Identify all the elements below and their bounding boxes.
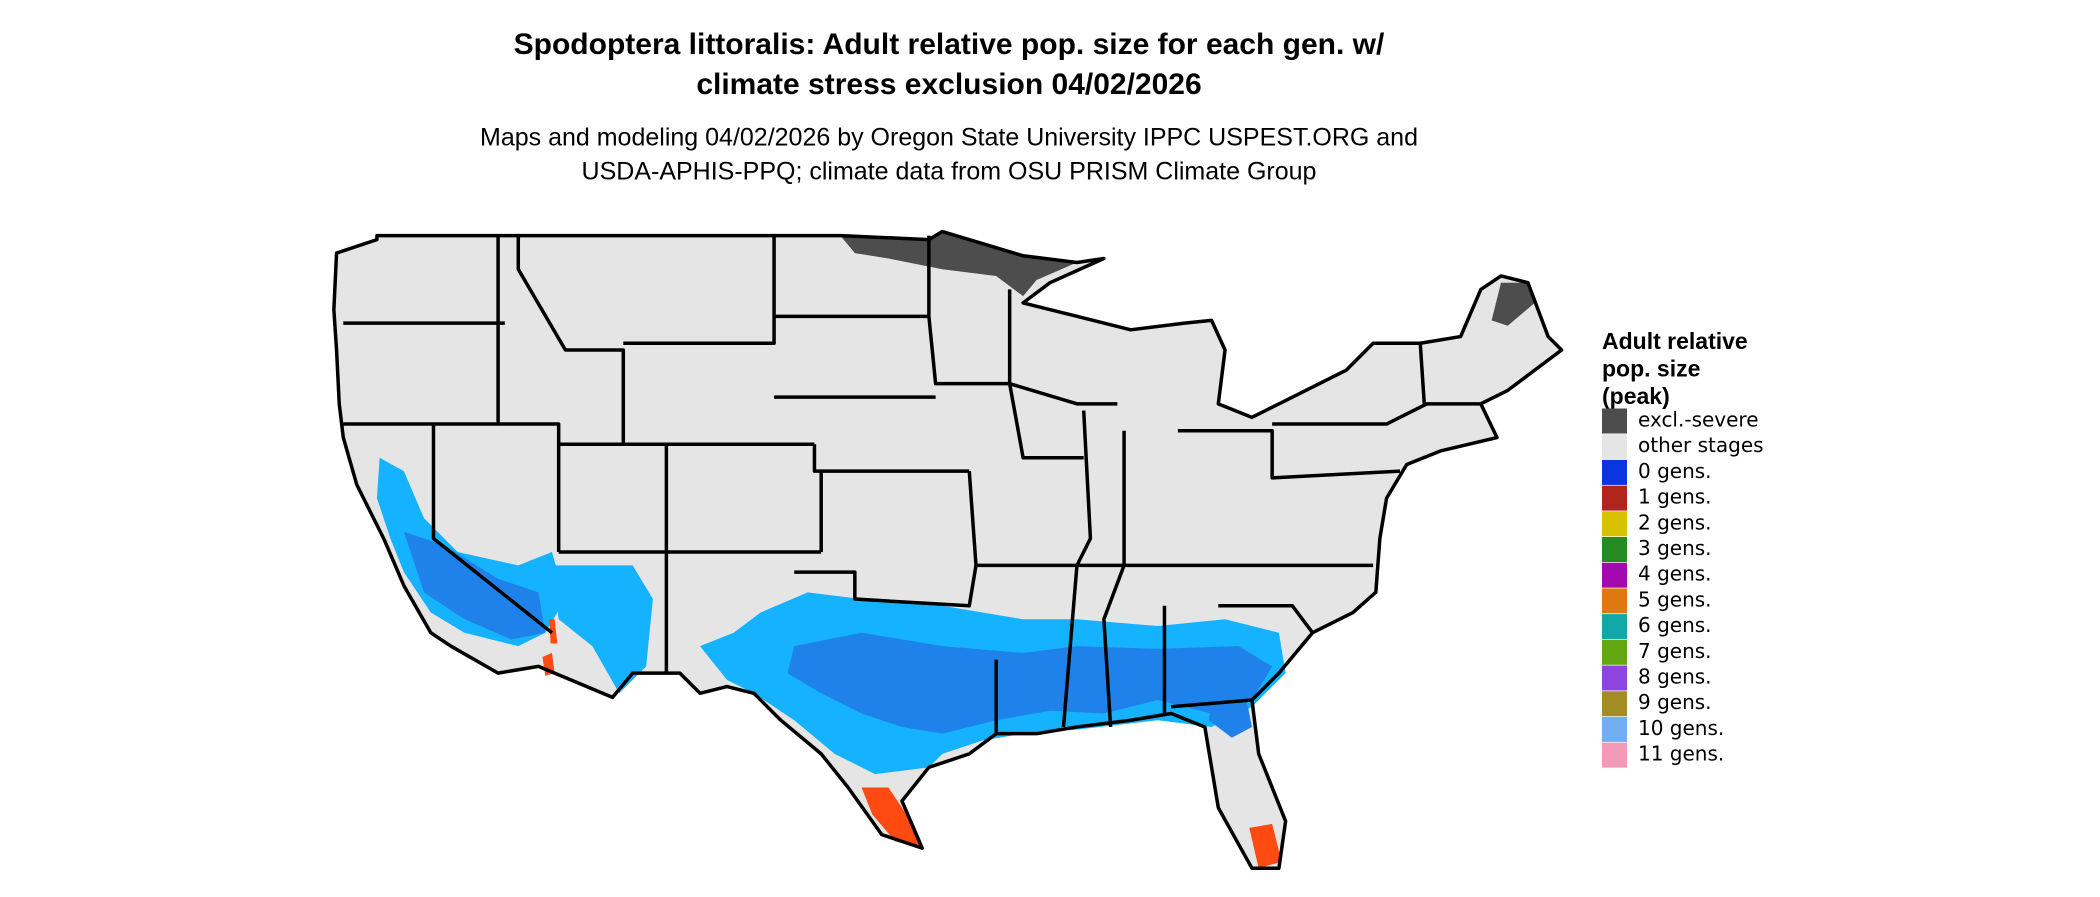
legend-label: 0 gens. (1638, 459, 1712, 483)
state-border (1272, 402, 1428, 426)
legend-label: 7 gens. (1638, 639, 1712, 663)
legend-swatch (1602, 562, 1627, 588)
legend-swatch (1602, 511, 1627, 537)
state-border (1418, 343, 1481, 406)
excluded-area (1491, 282, 1535, 326)
legend-swatch (1602, 485, 1627, 511)
state-border (431, 424, 554, 635)
legend-swatch (1602, 742, 1627, 768)
legend-label: excl.-severe (1638, 408, 1759, 432)
legend-title: (peak) (1602, 383, 1670, 409)
state-border (496, 235, 561, 552)
legend-swatch (1602, 639, 1627, 665)
subtitle: USDA-APHIS-PPQ; climate data from OSU PR… (582, 158, 1317, 186)
state-borders (343, 235, 1481, 734)
legend-swatch (1602, 716, 1627, 742)
legend-label: 8 gens. (1638, 665, 1712, 689)
legend-label: 6 gens. (1638, 613, 1712, 637)
excluded-area (841, 231, 1077, 297)
legend-label: 5 gens. (1638, 587, 1712, 611)
state-border (623, 235, 776, 346)
zone (551, 565, 653, 694)
legend-swatch (1602, 537, 1627, 562)
state-border (1177, 429, 1401, 480)
legend-label: 3 gens. (1638, 536, 1712, 560)
legend-label: 9 gens. (1638, 690, 1712, 714)
state-border (1171, 698, 1253, 709)
zone (1249, 823, 1282, 869)
country-border (332, 229, 1564, 871)
state-border (967, 471, 1077, 568)
legend-label: 2 gens. (1638, 510, 1712, 534)
legend-label: 1 gens. (1638, 485, 1712, 509)
blue-zone (403, 531, 1273, 738)
legend-swatch (1602, 408, 1627, 434)
legend-label: 11 gens. (1638, 742, 1724, 766)
orange-zone (542, 619, 1282, 869)
state-border (516, 235, 626, 445)
us-map (332, 229, 1564, 871)
legend-title: pop. size (1602, 356, 1700, 382)
legend-label: 4 gens. (1638, 562, 1712, 586)
subtitle: Maps and modeling 04/02/2026 by Oregon S… (480, 124, 1418, 152)
legend-swatch (1602, 614, 1627, 640)
state-border (1061, 410, 1093, 728)
legend-swatch (1602, 459, 1627, 485)
zone (861, 787, 923, 849)
state-border (812, 444, 970, 473)
zone (549, 619, 558, 644)
title: climate stress exclusion 04/02/2026 (696, 68, 1201, 101)
legend-swatch (1602, 434, 1627, 460)
legend-label: 10 gens. (1638, 716, 1724, 740)
zone (787, 632, 1273, 734)
legend-title: Adult relative (1602, 328, 1748, 354)
zone (403, 531, 546, 640)
title: Spodoptera littoralis: Adult relative po… (514, 28, 1385, 61)
state-border (1218, 604, 1314, 634)
state-border (794, 565, 978, 608)
us-land (333, 231, 1562, 869)
legend-label: other stages (1638, 433, 1764, 457)
legend-swatch (1602, 691, 1627, 717)
state-border (1102, 430, 1126, 728)
legend-swatch (1602, 665, 1627, 691)
state-border (1007, 289, 1118, 406)
legend-swatch (1602, 588, 1627, 614)
